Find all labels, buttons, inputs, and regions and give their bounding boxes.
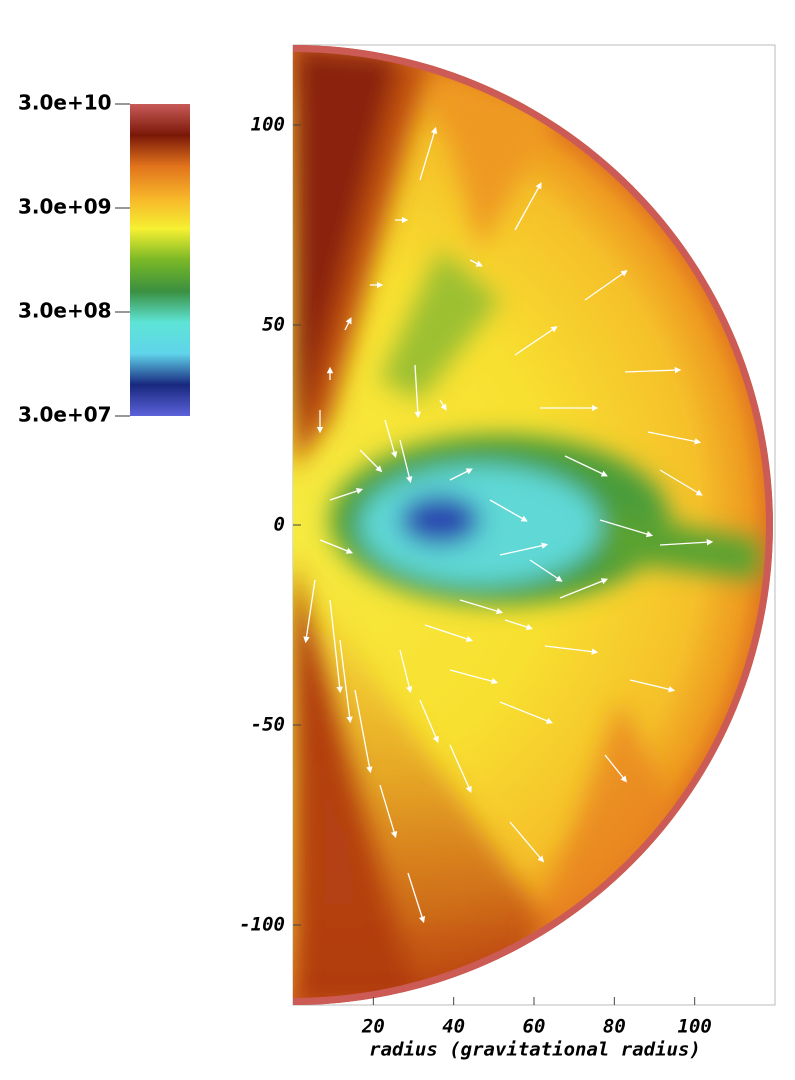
colorbar-tick-label: 3.0e+10 <box>18 91 112 115</box>
arrow <box>559 578 609 599</box>
arrow <box>499 701 554 724</box>
field <box>293 45 773 1005</box>
arrow <box>449 669 499 685</box>
plot-area <box>292 44 776 1006</box>
arrow <box>504 619 534 631</box>
arrow <box>354 689 373 774</box>
colorbar-tick-label: 3.0e+08 <box>18 299 112 323</box>
arrow <box>514 326 558 356</box>
x-tick-label: 40 <box>442 1016 465 1038</box>
arrow <box>659 538 714 546</box>
colorbar-scale <box>130 104 190 416</box>
arrow <box>449 468 473 481</box>
arrow <box>599 519 654 538</box>
arrow <box>624 366 682 374</box>
arrow <box>439 399 447 411</box>
arrow <box>449 744 472 793</box>
colorbar-tick-label: 3.0e+09 <box>18 195 112 219</box>
arrow <box>564 455 608 477</box>
x-tick-label: 80 <box>603 1016 626 1038</box>
arrow <box>399 439 413 484</box>
y-tick-label: -50 <box>251 714 285 736</box>
colorbar: 3.0e+10 3.0e+09 3.0e+08 3.0e+07 <box>18 91 190 427</box>
velocity-arrows <box>303 126 714 924</box>
arrow <box>419 699 439 743</box>
arrow <box>544 645 599 655</box>
y-tick-label: 50 <box>262 314 285 336</box>
colorbar-tick-label: 3.0e+07 <box>18 403 112 427</box>
arrow <box>407 872 426 924</box>
x-tick-label: 100 <box>678 1016 712 1038</box>
arrow <box>499 542 549 556</box>
arrow <box>319 539 354 554</box>
arrow <box>647 431 702 445</box>
arrow <box>384 419 398 459</box>
arrow <box>514 182 542 231</box>
x-tick-label: 60 <box>523 1016 546 1038</box>
arrow <box>629 679 676 693</box>
arrow <box>419 126 438 181</box>
y-tick-label: -100 <box>239 914 285 936</box>
y-tick-label: 0 <box>274 514 285 536</box>
arrow <box>303 579 316 644</box>
arrow <box>339 639 353 724</box>
arrow <box>344 317 352 331</box>
arrow <box>509 821 545 863</box>
arrow <box>659 469 703 496</box>
arrow <box>379 784 398 839</box>
arrow <box>424 624 474 643</box>
arrow <box>604 754 628 783</box>
arrow <box>469 259 483 267</box>
y-tick-label: 100 <box>251 114 285 136</box>
arrow <box>529 559 563 582</box>
arrow <box>329 487 364 501</box>
arrow <box>414 364 422 419</box>
arrow <box>359 449 383 473</box>
arrow <box>399 649 413 694</box>
arrow <box>489 499 528 522</box>
arrow <box>329 599 343 694</box>
x-axis-label: radius (gravitational radius) <box>369 1039 701 1061</box>
arrow <box>584 270 628 301</box>
arrow <box>459 599 504 615</box>
x-tick-label: 20 <box>361 1016 385 1038</box>
